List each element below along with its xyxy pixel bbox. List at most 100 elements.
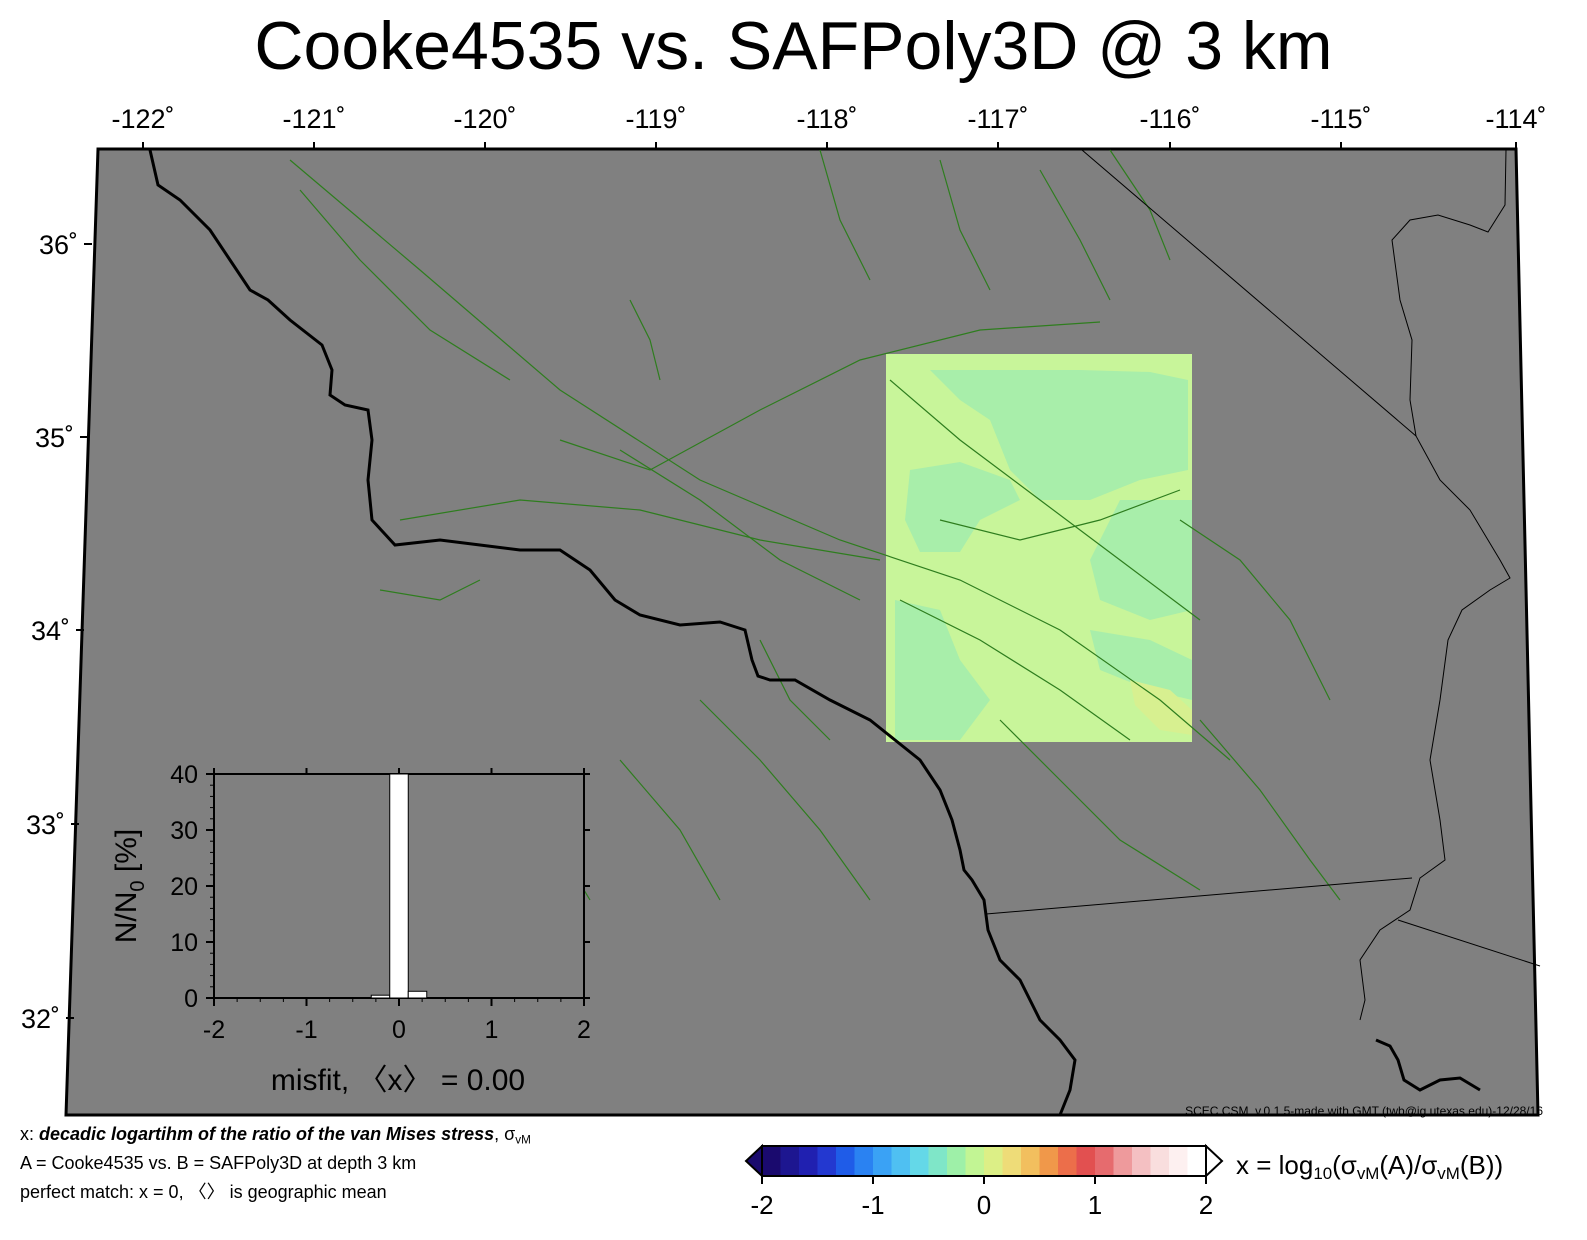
inset-xtick-label: 1 xyxy=(485,1016,499,1044)
formula-sub3: vM xyxy=(1437,1164,1460,1184)
misfit-patch-zone-c xyxy=(1090,500,1192,620)
formula-mid2: (A)/σ xyxy=(1379,1150,1438,1180)
fault-trace xyxy=(889,379,1201,621)
fault-trace xyxy=(1109,149,1171,261)
colorbar-tick-label: 0 xyxy=(977,1190,991,1220)
inset-xtick-label: -1 xyxy=(295,1016,317,1044)
lat-tick-label: 34˚ xyxy=(31,616,70,646)
fault-lines xyxy=(289,149,1341,901)
colorbar-cell xyxy=(1113,1146,1133,1176)
misfit-patch-zone-d xyxy=(895,600,990,740)
colorbar-cell xyxy=(984,1146,1003,1176)
fault-trace xyxy=(379,579,481,601)
fault-trace xyxy=(559,321,1101,471)
inset-xtick-label: 0 xyxy=(392,1016,406,1044)
colorbar-formula: x = log10(σvM(A)/σvM(B)) xyxy=(1236,1150,1503,1189)
lon-tick-label: -121˚ xyxy=(282,104,345,134)
footer-line1-suffix: , σ xyxy=(494,1124,516,1144)
colorbar-cell xyxy=(1095,1146,1114,1176)
histogram-bar xyxy=(407,990,428,999)
fault-trace xyxy=(289,159,1231,761)
coastline xyxy=(148,149,1481,1116)
footer-line-2: A = Cooke4535 vs. B = SAFPoly3D at depth… xyxy=(20,1153,417,1173)
misfit-patch-zone-b xyxy=(905,462,1020,552)
footer-line1-prefix: x: xyxy=(20,1124,40,1144)
lon-tick-label: -117˚ xyxy=(967,104,1028,134)
formula-sub2: vM xyxy=(1356,1164,1380,1184)
fault-trace xyxy=(899,599,1131,741)
lat-tick-label: 36˚ xyxy=(39,230,78,260)
fault-trace xyxy=(939,159,991,291)
colorbar-tick-label: -2 xyxy=(750,1190,773,1220)
lon-tick-label: -119˚ xyxy=(625,104,686,134)
frame-ticks: -122˚ -121˚ -120˚ -119˚ -118˚ -117˚ -116˚ -115˚… xyxy=(21,104,1547,1034)
colorbar-cell xyxy=(873,1146,892,1176)
inset-ylabel-sub: 0 xyxy=(127,880,149,891)
colorbar-cell xyxy=(799,1146,818,1176)
coastline-baja-gulf xyxy=(1375,1038,1481,1092)
fault-trace xyxy=(819,149,871,281)
lon-tick-label: -122˚ xyxy=(111,104,174,134)
lat-tick-label: 35˚ xyxy=(35,423,74,453)
misfit-patch-zone-e xyxy=(1090,630,1192,700)
colorbar-cell xyxy=(910,1146,929,1176)
lon-tick-label: -115˚ xyxy=(1310,104,1371,134)
colorbar-cell xyxy=(817,1146,837,1176)
colorbar-cell xyxy=(1132,1146,1151,1176)
fault-trace xyxy=(1179,519,1331,701)
state-boundary-ca-nv xyxy=(1081,149,1417,437)
footer-line-3: perfect match: x = 0, 〈〉 is geographic m… xyxy=(20,1182,387,1202)
colorbar-cells xyxy=(762,1146,1207,1176)
colorbar-ticks: -2 -1 0 1 2 xyxy=(750,1176,1213,1220)
colorbar-cell xyxy=(928,1146,948,1176)
colorbar-cell xyxy=(854,1146,874,1176)
footer-line1-bold: decadic logartihm of the ratio of the va… xyxy=(39,1124,495,1144)
colorbar-cell xyxy=(965,1146,985,1176)
histogram-bar xyxy=(389,773,409,999)
fault-trace xyxy=(629,299,661,381)
inset-ytick-label: 20 xyxy=(170,873,198,901)
colorbar-cell xyxy=(891,1146,911,1176)
international-border xyxy=(985,877,1413,915)
fault-trace xyxy=(399,499,881,561)
misfit-patch xyxy=(886,354,1192,742)
inset-ytick-label: 10 xyxy=(170,929,198,957)
colorbar-cell xyxy=(1002,1146,1022,1176)
inset-ylabel-main: N/N xyxy=(110,892,143,944)
colorbar-tick-label: 2 xyxy=(1199,1190,1213,1220)
inset-xtick-label: -2 xyxy=(203,1016,225,1044)
colorbar-cell xyxy=(1150,1146,1170,1176)
page-title: Cooke4535 vs. SAFPoly3D @ 3 km xyxy=(254,8,1333,84)
colorbar-cell xyxy=(947,1146,966,1176)
footer-line-1: x: decadic logartihm of the ratio of the… xyxy=(20,1123,531,1152)
colorbar-cell xyxy=(1039,1146,1059,1176)
inset-xtick-label: 2 xyxy=(577,1016,591,1044)
lon-tick-label: -120˚ xyxy=(453,104,516,134)
colorbar-cell xyxy=(1187,1146,1207,1176)
fault-trace xyxy=(619,759,721,901)
inset-ytick-label: 40 xyxy=(170,761,198,789)
fault-trace xyxy=(299,189,511,381)
fault-trace xyxy=(1199,719,1341,901)
colorbar-cell xyxy=(762,1146,781,1176)
colorbar-tick-label: 1 xyxy=(1088,1190,1102,1220)
state-boundary-az xyxy=(1397,919,1541,967)
lon-tick-label: -116˚ xyxy=(1139,104,1200,134)
fault-trace xyxy=(939,489,1181,541)
colorbar-cell xyxy=(1076,1146,1096,1176)
lat-tick-label: 33˚ xyxy=(26,810,65,840)
map-credit: SCEC CSM, v.0.1.5-made with GMT (twb@ig.… xyxy=(1185,1104,1543,1118)
fault-trace xyxy=(759,639,831,741)
colorbar-low-arrow xyxy=(744,1143,763,1179)
fault-trace xyxy=(619,449,861,601)
lon-tick-label: -114˚ xyxy=(1485,104,1546,134)
lat-tick-label: 32˚ xyxy=(21,1004,60,1034)
histogram-bar xyxy=(370,994,391,999)
footer-line1-sub: vM xyxy=(515,1133,531,1147)
colorbar-tick-label: -1 xyxy=(861,1190,884,1220)
fault-trace xyxy=(999,719,1201,891)
state-boundary-river xyxy=(1359,149,1511,1021)
